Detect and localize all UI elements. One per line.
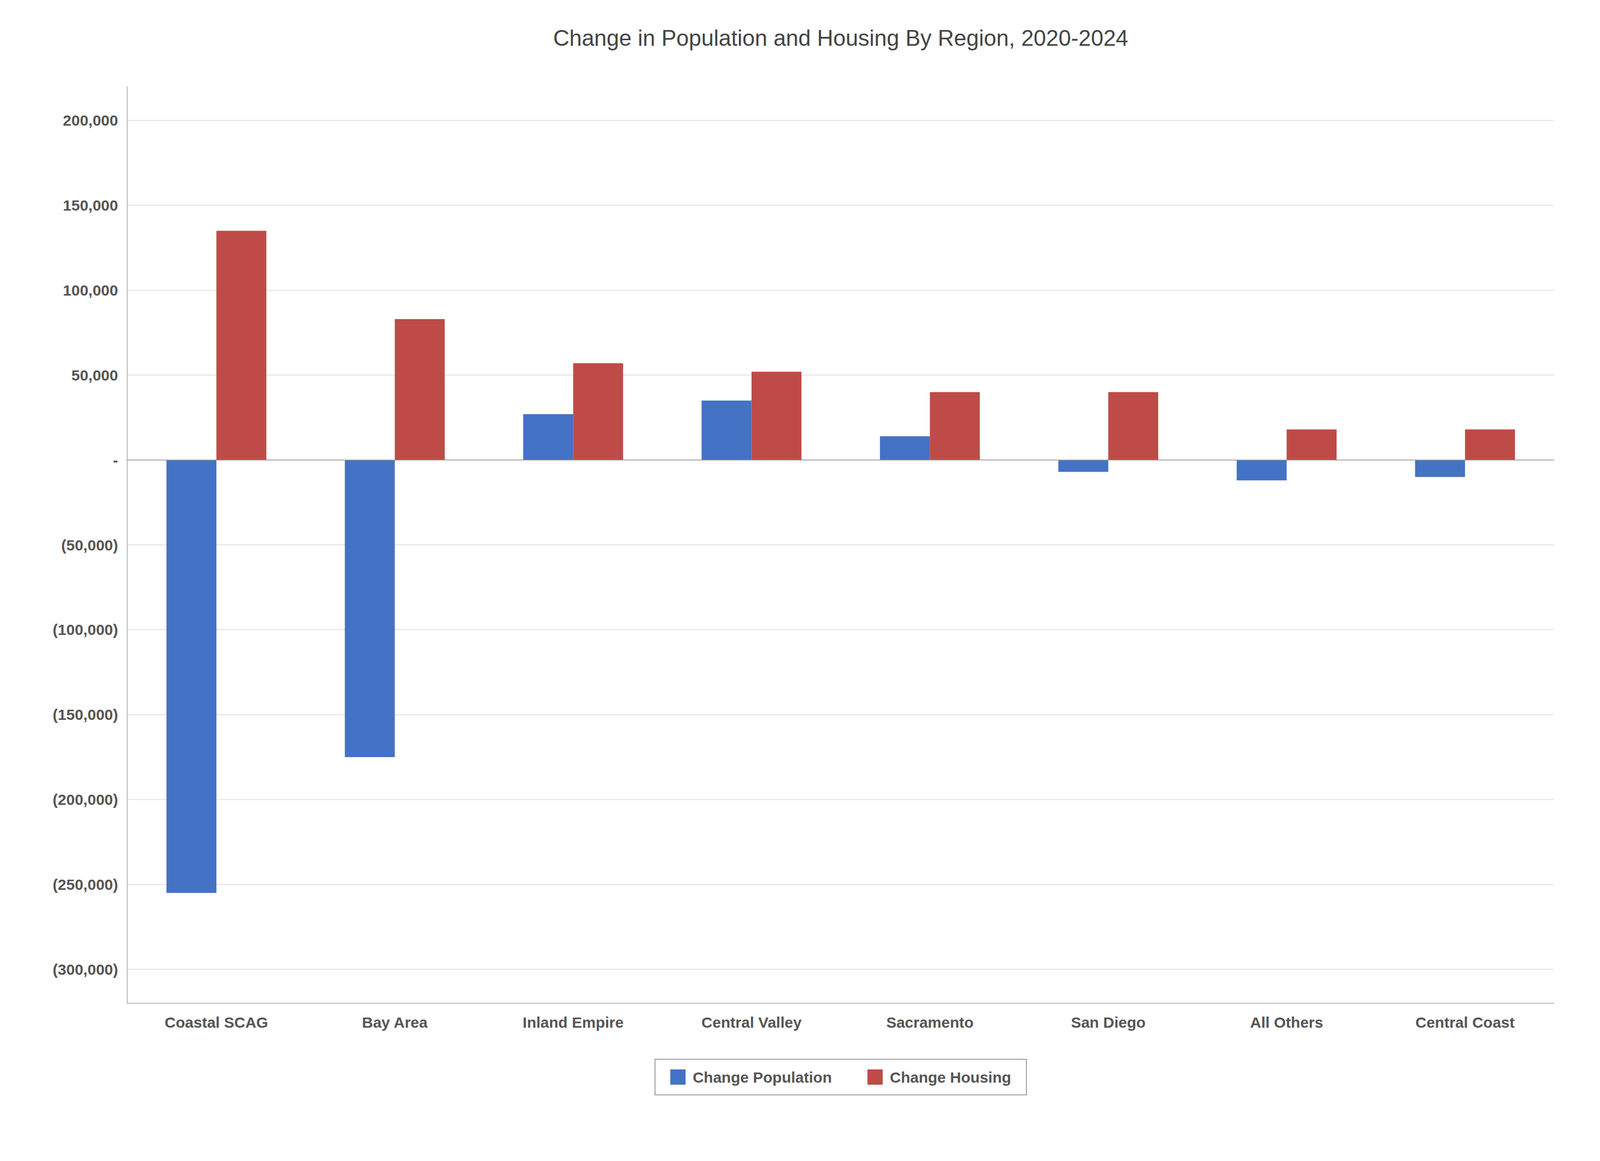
bar	[523, 414, 574, 461]
legend-label: Change Population	[692, 1069, 832, 1087]
bars	[166, 231, 1516, 894]
grid-line	[127, 459, 1555, 461]
y-tick-label: -	[112, 451, 119, 469]
grid-line	[127, 969, 1555, 971]
bar	[1058, 460, 1109, 472]
y-tick-label: 200,000	[63, 111, 119, 129]
grid-line	[127, 375, 1555, 377]
y-tick-label: (150,000)	[52, 706, 119, 724]
bar	[751, 372, 802, 461]
x-tick-label: San Diego	[1070, 1014, 1146, 1032]
grid-line	[127, 290, 1555, 292]
legend-label: Change Housing	[889, 1069, 1011, 1087]
grid-line	[127, 799, 1555, 801]
bar	[701, 400, 752, 461]
grid-line	[127, 714, 1555, 716]
x-tick-label: Central Coast	[1415, 1014, 1515, 1032]
bar	[1415, 460, 1466, 477]
bar	[879, 436, 930, 461]
y-tick-label: (250,000)	[52, 876, 119, 894]
bar	[394, 319, 445, 461]
x-axis-line	[127, 1003, 1555, 1005]
x-tick-label: Sacramento	[886, 1014, 974, 1032]
bar	[345, 460, 395, 758]
bar	[1286, 429, 1337, 461]
x-tick-label: All Others	[1250, 1014, 1324, 1032]
y-axis-line	[126, 86, 128, 1004]
bar	[1236, 460, 1287, 481]
bar	[216, 231, 267, 461]
grid	[127, 120, 1555, 970]
bar	[929, 392, 980, 461]
x-tick-label: Coastal SCAG	[164, 1014, 269, 1032]
title: Change in Population and Housing By Regi…	[553, 25, 1129, 51]
grid-line	[127, 629, 1555, 631]
grid-line	[127, 120, 1555, 122]
grid-line	[127, 884, 1555, 886]
grid-line	[127, 205, 1555, 207]
y-tick-label: (200,000)	[52, 791, 119, 809]
background	[0, 0, 1600, 1161]
x-tick-label: Inland Empire	[522, 1014, 624, 1032]
bar	[1108, 392, 1159, 461]
bar	[573, 363, 623, 461]
y-tick-label: 100,000	[63, 281, 119, 299]
y-tick-label: (300,000)	[52, 961, 119, 979]
chart: Change in Population and Housing By Regi…	[0, 0, 1600, 1161]
x-tick-label: Bay Area	[361, 1014, 428, 1032]
legend-swatch	[670, 1069, 686, 1085]
zero-line	[127, 459, 1555, 461]
legend-frame	[654, 1059, 1027, 1096]
bar	[166, 460, 217, 894]
bar	[1465, 429, 1516, 461]
x-tick-label: Central Valley	[701, 1014, 802, 1032]
y-tick-label: 150,000	[63, 196, 119, 214]
grid-line	[127, 544, 1555, 546]
legend-swatch	[867, 1069, 883, 1085]
y-tick-label: 50,000	[71, 366, 119, 384]
legend: Change Population Change Housing	[654, 1059, 1027, 1096]
y-tick-label: (100,000)	[52, 621, 119, 639]
y-tick-label: (50,000)	[61, 536, 119, 554]
